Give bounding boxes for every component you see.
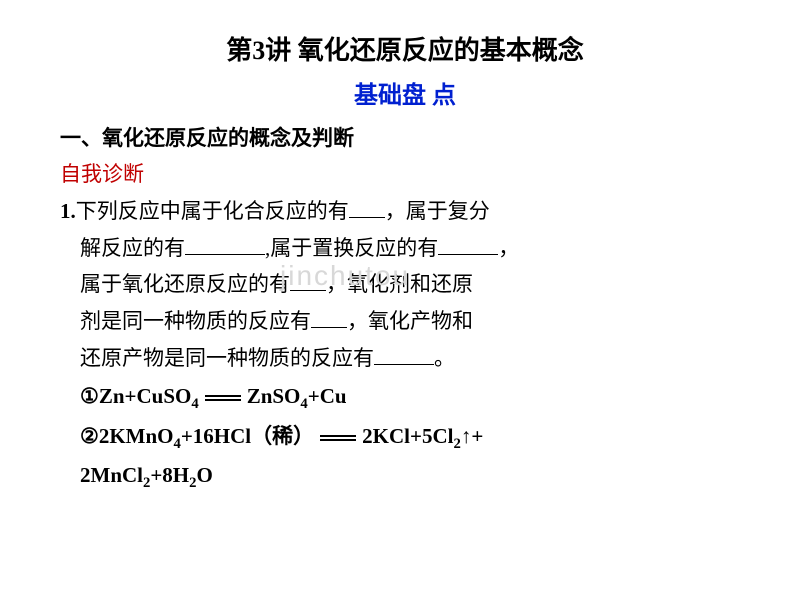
q1-l4b: ，氧化产物和 [347, 309, 473, 333]
q1-line4: 剂是同一种物质的反应有 ，氧化产物和 [60, 304, 750, 339]
q1-line5: 还原产物是同一种物质的反应有 。 [60, 341, 750, 376]
eq1-post: ZnSO [247, 384, 301, 408]
q1-l2b: ,属于置换反应的有 [265, 236, 438, 260]
eq1-tail: +Cu [308, 384, 347, 408]
self-diagnosis-label: 自我诊断 [60, 158, 750, 188]
blank-2 [185, 233, 265, 255]
equation-2-line1: ②2KMnO4+16HCl（稀） 2KCl+5Cl2↑+ [60, 419, 750, 456]
eq2-l2b: +8H [150, 463, 189, 487]
q1-l3b: ，氧化剂和还原 [326, 272, 473, 296]
eq2-pre: ②2KMnO [80, 424, 174, 448]
eq2-sub2: 2 [453, 436, 460, 452]
lecture-title: 第3讲 氧化还原反应的基本概念 [60, 30, 750, 67]
lecture-subtitle: 基础盘 点 [60, 75, 750, 110]
q1-l2c: ， [498, 236, 519, 260]
eq1-sub2: 4 [300, 396, 307, 412]
q1-line2: 解反应的有 ,属于置换反应的有 ， [60, 231, 750, 266]
eq2-tail1: ↑+ [461, 424, 483, 448]
eq1-pre: ①Zn+CuSO [80, 384, 191, 408]
q1-l1a: 下列反应中属于化合反应的有 [76, 199, 349, 223]
equals-sign-icon [205, 393, 241, 403]
blank-3 [438, 233, 498, 255]
equation-1: ①Zn+CuSO4ZnSO4+Cu [60, 379, 750, 416]
eq2-mid1: +16HCl（稀） [181, 424, 314, 448]
question-1: 1.下列反应中属于化合反应的有 ，属于复分 [60, 194, 750, 229]
q1-l2a: 解反应的有 [80, 236, 185, 260]
eq2-sub1: 4 [174, 436, 181, 452]
eq2-l2a: 2MnCl [80, 463, 143, 487]
blank-4 [290, 269, 326, 291]
eq2-sub4: 2 [189, 475, 196, 491]
equals-sign-icon [320, 433, 356, 443]
eq1-sub1: 4 [191, 396, 198, 412]
q1-l5a: 还原产物是同一种物质的反应有 [80, 346, 374, 370]
blank-6 [374, 343, 434, 365]
q1-line3: 属于氧化还原反应的有 ，氧化剂和还原 [60, 267, 750, 302]
eq2-l2c: O [197, 463, 213, 487]
equation-2-line2: 2MnCl2+8H2O [60, 458, 750, 495]
q1-l5b: 。 [434, 346, 455, 370]
eq2-post1: 2KCl+5Cl [362, 424, 453, 448]
q1-l4a: 剂是同一种物质的反应有 [80, 309, 311, 333]
q1-lead: 1. [60, 199, 76, 223]
q1-l3a: 属于氧化还原反应的有 [80, 272, 290, 296]
blank-1 [349, 196, 385, 218]
q1-l1b: ，属于复分 [385, 199, 490, 223]
blank-5 [311, 306, 347, 328]
section-heading: 一、氧化还原反应的概念及判断 [60, 122, 750, 152]
